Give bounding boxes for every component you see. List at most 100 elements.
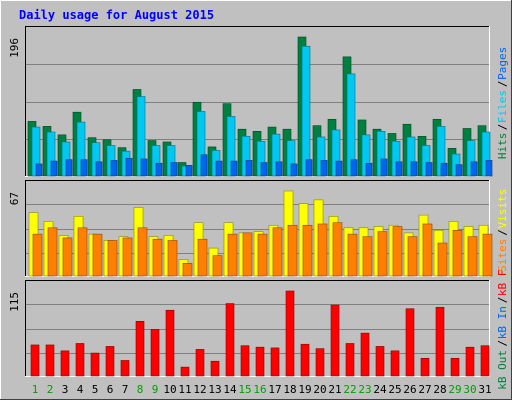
bar-pages-day-24[interactable]: Pages 24: 24 bbox=[380, 158, 388, 177]
bar-pages-day-14[interactable]: Pages 14: 21 bbox=[230, 160, 238, 177]
bar-pages-day-18[interactable]: Pages 18: 17 bbox=[290, 163, 298, 177]
bar-pages-day-4[interactable]: Pages 4: 23 bbox=[80, 159, 88, 177]
bar-sites-day-7[interactable]: Sites 7: 30 bbox=[122, 237, 133, 277]
bar-sites-day-26[interactable]: Sites 26: 31 bbox=[407, 236, 418, 277]
bar-kb-f-day-4[interactable]: kB F 4: 44 bbox=[75, 343, 85, 377]
bar-kb-f-day-7[interactable]: kB F 7: 21 bbox=[120, 360, 130, 377]
bar-pages-day-31[interactable]: Pages 31: 22 bbox=[485, 160, 493, 177]
bar-sites-day-23[interactable]: Sites 23: 31 bbox=[362, 236, 373, 277]
bar-kb-f-day-28[interactable]: kB F 28: 93 bbox=[435, 306, 445, 377]
bar-pages-day-16[interactable]: Pages 16: 19 bbox=[260, 162, 268, 177]
bar-sites-day-24[interactable]: Sites 24: 35 bbox=[377, 231, 388, 277]
bar-pages-day-27[interactable]: Pages 27: 19 bbox=[425, 162, 433, 177]
bar-sites-day-16[interactable]: Sites 16: 33 bbox=[257, 233, 268, 277]
bar-sites-day-31[interactable]: Sites 31: 33 bbox=[482, 233, 493, 277]
bar-kb-f-day-22[interactable]: kB F 22: 44 bbox=[345, 343, 355, 377]
bar-pages-day-21[interactable]: Pages 21: 21 bbox=[335, 160, 343, 177]
bar-kb-f-day-20[interactable]: kB F 20: 37 bbox=[315, 348, 325, 377]
day-label-5: 5 bbox=[92, 383, 99, 396]
bar-pages-day-2[interactable]: Pages 2: 21 bbox=[50, 160, 58, 177]
bar-sites-day-29[interactable]: Sites 29: 36 bbox=[452, 230, 463, 277]
bar-kb-f-day-30[interactable]: kB F 30: 39 bbox=[465, 346, 475, 377]
bar-kb-f-day-29[interactable]: kB F 29: 24 bbox=[450, 357, 460, 377]
bar-kb-f-day-5[interactable]: kB F 5: 31 bbox=[90, 352, 100, 377]
bar-sites-day-17[interactable]: Sites 17: 38 bbox=[272, 227, 283, 277]
bar-sites-day-13[interactable]: Sites 13: 16 bbox=[212, 255, 223, 277]
bar-sites-day-5[interactable]: Sites 5: 33 bbox=[92, 233, 103, 277]
bar-pages-day-28[interactable]: Pages 28: 18 bbox=[440, 162, 448, 177]
bar-sites-day-22[interactable]: Sites 22: 33 bbox=[347, 233, 358, 277]
bar-pages-day-17[interactable]: Pages 17: 20 bbox=[275, 161, 283, 177]
bar-kb-f-day-3[interactable]: kB F 3: 34 bbox=[60, 350, 70, 377]
bar-kb-f-day-2[interactable]: kB F 2: 42 bbox=[45, 344, 55, 377]
bar-sites-day-10[interactable]: Sites 10: 28 bbox=[167, 240, 178, 277]
bar-sites-day-20[interactable]: Sites 20: 41 bbox=[317, 223, 328, 277]
kbytes-panel: 115 kB F 1: 42 kB F 2: 42 kB F 3: 34 kB F 4:… bbox=[8, 270, 509, 390]
bar-kb-f-day-19[interactable]: kB F 19: 43 bbox=[300, 343, 310, 377]
bar-pages-day-25[interactable]: Pages 25: 20 bbox=[395, 161, 403, 177]
bar-pages-day-13[interactable]: Pages 13: 21 bbox=[215, 160, 223, 177]
bar-kb-f-day-24[interactable]: kB F 24: 40 bbox=[375, 346, 385, 377]
bar-sites-day-15[interactable]: Sites 15: 34 bbox=[242, 232, 253, 277]
bar-pages-day-15[interactable]: Pages 15: 22 bbox=[245, 160, 253, 177]
bar-kb-f-day-10[interactable]: kB F 10: 89 bbox=[165, 309, 175, 377]
bar-pages-day-19[interactable]: Pages 19: 23 bbox=[305, 159, 313, 177]
bar-pages-day-26[interactable]: Pages 26: 20 bbox=[410, 161, 418, 177]
bar-kb-f-day-12[interactable]: kB F 12: 36 bbox=[195, 349, 205, 377]
bar-pages-day-6[interactable]: Pages 6: 22 bbox=[110, 160, 118, 177]
bar-kb-f-day-9[interactable]: kB F 9: 63 bbox=[150, 329, 160, 377]
bar-kb-f-day-17[interactable]: kB F 17: 38 bbox=[270, 347, 280, 377]
bar-sites-day-18[interactable]: Sites 18: 40 bbox=[287, 224, 298, 277]
bar-kb-f-day-13[interactable]: kB F 13: 20 bbox=[210, 360, 220, 377]
bar-pages-day-22[interactable]: Pages 22: 23 bbox=[350, 159, 358, 177]
bar-pages-day-3[interactable]: Pages 3: 23 bbox=[65, 159, 73, 177]
bar-sites-day-28[interactable]: Sites 28: 26 bbox=[437, 242, 448, 277]
bar-pages-day-23[interactable]: Pages 23: 18 bbox=[365, 162, 373, 177]
bar-kb-f-day-23[interactable]: kB F 23: 58 bbox=[360, 332, 370, 377]
bar-kb-f-day-26[interactable]: kB F 26: 91 bbox=[405, 308, 415, 377]
bar-pages-day-11[interactable]: Pages 11: 15 bbox=[185, 165, 193, 177]
bar-sites-day-4[interactable]: Sites 4: 38 bbox=[77, 227, 88, 277]
bar-pages-day-12[interactable]: Pages 12: 30 bbox=[200, 154, 208, 177]
bar-pages-day-8[interactable]: Pages 8: 24 bbox=[140, 158, 148, 177]
bar-pages-day-7[interactable]: Pages 7: 25 bbox=[125, 157, 133, 177]
bar-pages-day-30[interactable]: Pages 30: 20 bbox=[470, 161, 478, 177]
bar-kb-f-day-11[interactable]: kB F 11: 12 bbox=[180, 366, 190, 377]
bar-pages-day-10[interactable]: Pages 10: 19 bbox=[170, 162, 178, 177]
bar-kb-f-day-25[interactable]: kB F 25: 34 bbox=[390, 350, 400, 377]
bar-sites-day-25[interactable]: Sites 25: 39 bbox=[392, 226, 403, 277]
bar-kb-f-day-6[interactable]: kB F 6: 40 bbox=[105, 346, 115, 377]
day-label-23: 23 bbox=[358, 383, 371, 396]
bar-sites-day-6[interactable]: Sites 6: 28 bbox=[107, 240, 118, 277]
bar-kb-f-day-14[interactable]: kB F 14: 98 bbox=[225, 303, 235, 377]
bar-sites-day-8[interactable]: Sites 8: 38 bbox=[137, 227, 148, 277]
bar-kb-f-day-21[interactable]: kB F 21: 96 bbox=[330, 304, 340, 377]
bar-sites-day-19[interactable]: Sites 19: 40 bbox=[302, 224, 313, 277]
bar-pages-day-29[interactable]: Pages 29: 16 bbox=[455, 164, 463, 177]
day-label-26: 26 bbox=[403, 383, 416, 396]
bar-sites-day-9[interactable]: Sites 9: 29 bbox=[152, 238, 163, 277]
bar-kb-f-day-27[interactable]: kB F 27: 24 bbox=[420, 357, 430, 377]
bar-files-day-19[interactable]: Files 19: 183 bbox=[301, 45, 311, 177]
bar-pages-day-9[interactable]: Pages 9: 18 bbox=[155, 162, 163, 177]
bar-sites-day-30[interactable]: Sites 30: 31 bbox=[467, 236, 478, 277]
bar-pages-day-20[interactable]: Pages 20: 22 bbox=[320, 160, 328, 177]
day-label-20: 20 bbox=[313, 383, 326, 396]
bar-pages-day-1[interactable]: Pages 1: 17 bbox=[35, 163, 43, 177]
bar-kb-f-day-18[interactable]: kB F 18: 115 bbox=[285, 290, 295, 377]
visits-sites-panel: 67Visits 1: 50Visits 2: 43Visits 3: 32Vi… bbox=[8, 180, 509, 277]
bar-pages-day-5[interactable]: Pages 5: 20 bbox=[95, 161, 103, 177]
bar-sites-day-11[interactable]: Sites 11: 10 bbox=[182, 263, 193, 277]
bar-sites-day-3[interactable]: Sites 3: 30 bbox=[62, 237, 73, 277]
bar-kb-f-day-31[interactable]: kB F 31: 41 bbox=[480, 345, 490, 377]
bar-sites-day-14[interactable]: Sites 14: 33 bbox=[227, 233, 238, 277]
bar-kb-f-day-16[interactable]: kB F 16: 39 bbox=[255, 346, 265, 377]
bar-sites-day-1[interactable]: Sites 1: 33 bbox=[32, 233, 43, 277]
bar-kb-f-day-15[interactable]: kB F 15: 41 bbox=[240, 345, 250, 377]
bar-kb-f-day-8[interactable]: kB F 8: 74 bbox=[135, 321, 145, 377]
bar-sites-day-12[interactable]: Sites 12: 29 bbox=[197, 238, 208, 277]
bar-kb-f-day-1[interactable]: kB F 1: 42 bbox=[30, 344, 40, 377]
bar-sites-day-21[interactable]: Sites 21: 42 bbox=[332, 222, 343, 277]
bar-sites-day-2[interactable]: Sites 2: 38 bbox=[47, 227, 58, 277]
bar-sites-day-27[interactable]: Sites 27: 41 bbox=[422, 223, 433, 277]
